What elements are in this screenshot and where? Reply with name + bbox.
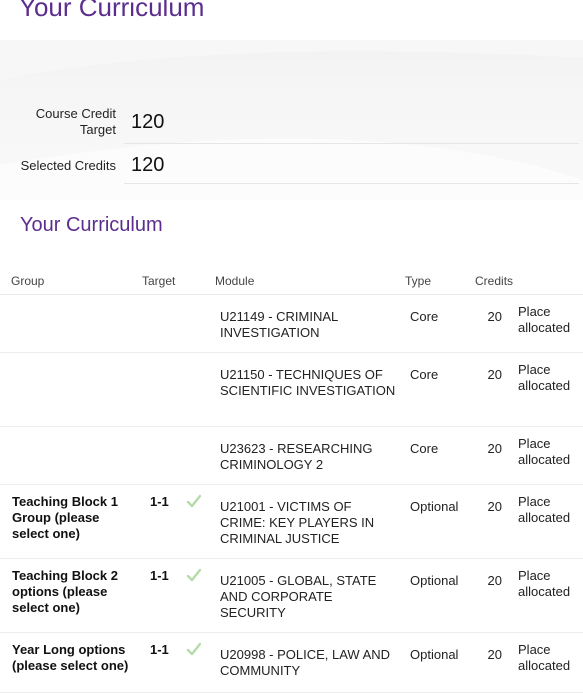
- column-header-credits: Credits: [474, 268, 583, 295]
- check-cell: [186, 426, 215, 485]
- credits-cell: 20: [474, 632, 517, 693]
- group-cell: Teaching Block 1 Group (please select on…: [0, 484, 138, 559]
- type-cell: Optional: [404, 558, 475, 633]
- divider: [124, 183, 579, 184]
- decorative-swoosh: [0, 40, 583, 200]
- check-cell: [186, 294, 215, 353]
- status-cell: Place allocated: [516, 294, 583, 353]
- check-cell: [186, 484, 215, 559]
- table-row: Teaching Block 1 Group (please select on…: [0, 484, 583, 559]
- type-cell: Core: [404, 294, 475, 353]
- credits-cell: 20: [474, 426, 517, 485]
- credit-target-label: Course Credit Target: [35, 106, 116, 137]
- column-header-module: Module: [214, 268, 405, 295]
- module-cell: U21001 - VICTIMS OF CRIME: KEY PLAYERS I…: [214, 484, 405, 559]
- group-cell: [0, 294, 138, 353]
- check-cell: [186, 352, 215, 427]
- credits-summary: Course Credit Target 120 Selected Credit…: [0, 90, 583, 200]
- target-cell: 1-1: [138, 632, 186, 693]
- table-row: U21149 - CRIMINAL INVESTIGATION Core 20 …: [0, 294, 583, 353]
- group-cell: Year Long options (please select one): [0, 632, 138, 693]
- status-cell: Place allocated: [516, 484, 583, 559]
- target-cell: [138, 352, 186, 427]
- check-cell: [186, 632, 215, 693]
- check-icon: [186, 568, 202, 582]
- target-cell: 1-1: [138, 484, 186, 559]
- status-cell: Place allocated: [516, 352, 583, 427]
- credits-cell: 20: [474, 294, 517, 353]
- credits-cell: 20: [474, 352, 517, 427]
- module-cell: U21005 - GLOBAL, STATE AND CORPORATE SEC…: [214, 558, 405, 633]
- divider: [124, 143, 579, 144]
- column-header-group: Group: [0, 268, 138, 295]
- credits-cell: 20: [474, 484, 517, 559]
- group-cell: Teaching Block 2 options (please select …: [0, 558, 138, 633]
- group-cell: [0, 426, 138, 485]
- group-cell: [0, 352, 138, 427]
- curriculum-table: Group Target Module Type Credits U21149 …: [0, 268, 583, 693]
- status-cell: Place allocated: [516, 558, 583, 633]
- column-header-target: Target: [138, 268, 215, 295]
- status-cell: Place allocated: [516, 632, 583, 693]
- type-cell: Optional: [404, 632, 475, 693]
- check-icon: [186, 494, 202, 508]
- check-cell: [186, 558, 215, 633]
- credits-panel-background: [0, 40, 583, 200]
- page-title: Your Curriculum: [19, 0, 205, 22]
- target-cell: [138, 426, 186, 485]
- selected-credits-label: Selected Credits: [20, 158, 116, 173]
- target-cell: 1-1: [138, 558, 186, 633]
- table-row: U23623 - RESEARCHING CRIMINOLOGY 2 Core …: [0, 426, 583, 485]
- table-header-row: Group Target Module Type Credits: [0, 268, 583, 295]
- module-cell: U23623 - RESEARCHING CRIMINOLOGY 2: [214, 426, 405, 485]
- type-cell: Core: [404, 426, 475, 485]
- table-row: Teaching Block 2 options (please select …: [0, 558, 583, 633]
- target-cell: [138, 294, 186, 353]
- status-cell: Place allocated: [516, 426, 583, 485]
- check-icon: [186, 642, 202, 656]
- credits-cell: 20: [474, 558, 517, 633]
- module-cell: U21149 - CRIMINAL INVESTIGATION: [214, 294, 405, 353]
- selected-credits-value: 120: [131, 154, 165, 176]
- type-cell: Core: [404, 352, 475, 427]
- module-cell: U21150 - TECHNIQUES OF SCIENTIFIC INVEST…: [214, 352, 405, 427]
- table-row: Year Long options (please select one) 1-…: [0, 632, 583, 693]
- credit-target-value: 120: [131, 111, 165, 133]
- module-cell: U20998 - POLICE, LAW AND COMMUNITY: [214, 632, 405, 693]
- column-header-type: Type: [404, 268, 475, 295]
- type-cell: Optional: [404, 484, 475, 559]
- section-title: Your Curriculum: [20, 214, 163, 236]
- table-row: U21150 - TECHNIQUES OF SCIENTIFIC INVEST…: [0, 352, 583, 427]
